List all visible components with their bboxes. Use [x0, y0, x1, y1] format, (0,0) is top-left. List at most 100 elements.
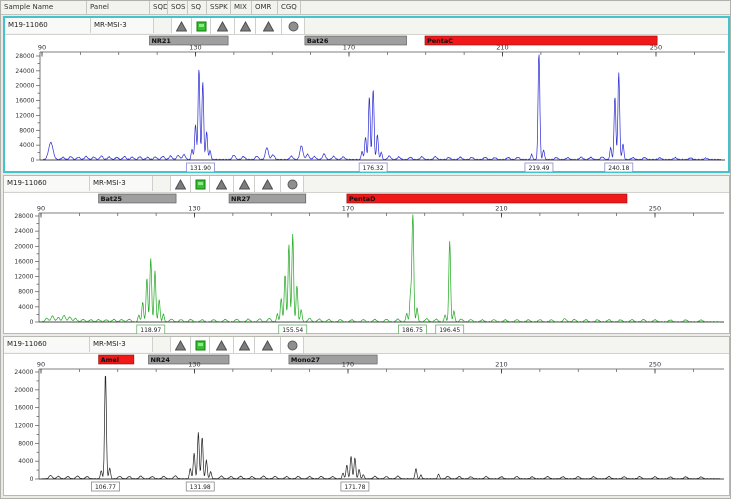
flag-cell-warning-triangle[interactable] — [234, 176, 255, 192]
flag-cell-warning-triangle[interactable] — [256, 18, 282, 34]
x-tick-label: 130 — [188, 361, 200, 369]
electropherogram-plot-1[interactable]: NR21 Bat26 PentaC 90 130 170 210 250 4000 8000 120… — [5, 35, 728, 172]
x-tick-label: 210 — [495, 205, 507, 213]
peak-size-value: 155.54 — [282, 327, 303, 334]
marker-NR21[interactable]: NR21 — [149, 35, 229, 46]
y-tick-label: 12000 — [15, 112, 34, 119]
sample-row-2[interactable]: M19-11060 MR-MSI-3 — [4, 176, 729, 193]
peak-label-118.97[interactable]: 118.97 — [136, 324, 166, 334]
sample-panel-2[interactable]: M19-11060 MR-MSI-3 Bat25 NR27 PentaD 90 130 1… — [3, 175, 730, 334]
marker-Amel[interactable]: Amel — [98, 354, 135, 365]
pass-square-icon — [196, 21, 206, 31]
marker-label: NR27 — [231, 195, 251, 203]
y-tick-label: 16000 — [14, 405, 33, 412]
marker-Mono27[interactable]: Mono27 — [288, 354, 378, 365]
peak-label-131.90[interactable]: 131.90 — [186, 162, 215, 172]
flag-cell-warning-triangle[interactable] — [171, 337, 191, 353]
marker-Bat26[interactable]: Bat26 — [304, 35, 407, 46]
sample-name-cell[interactable]: M19-11060 — [4, 337, 90, 352]
x-tick-label: 170 — [342, 361, 354, 369]
flag-cell-warning-triangle[interactable] — [210, 337, 234, 353]
flag-cell-pass-square[interactable] — [192, 18, 211, 34]
panel-name-cell[interactable]: MR-MSI-3 — [91, 18, 154, 33]
x-tick-label: 250 — [649, 361, 661, 369]
flag-cell-warning-triangle[interactable] — [255, 337, 281, 353]
peak-size-value: 240.18 — [608, 165, 629, 172]
peak-label-176.32[interactable]: 176.32 — [358, 162, 388, 172]
warning-triangle-icon — [263, 20, 274, 31]
x-tick-label: 90 — [37, 361, 45, 369]
warning-triangle-icon — [175, 178, 186, 189]
warning-triangle-icon — [217, 20, 228, 31]
sample-row-1[interactable]: M19-11060 MR-MSI-3 — [5, 18, 728, 35]
electropherogram-plot-2[interactable]: Bat25 NR27 PentaD 90 130 170 210 250 4000 8000 120… — [4, 193, 729, 334]
x-tick-label: 250 — [649, 205, 661, 213]
warning-triangle-icon — [238, 339, 250, 350]
column-header-sos: SOS — [168, 1, 188, 14]
sqd-flag-cell[interactable] — [153, 176, 171, 191]
marker-NR27[interactable]: NR27 — [228, 193, 307, 204]
x-tick-label: 250 — [650, 44, 662, 52]
trace-line — [42, 375, 720, 480]
peak-label-171.78[interactable]: 171.78 — [340, 481, 370, 492]
marker-Bat25[interactable]: Bat25 — [98, 193, 177, 204]
dot-circle-icon — [287, 179, 297, 189]
sample-row-3[interactable]: M19-11060 MR-MSI-3 — [4, 337, 729, 354]
peak-label-219.49[interactable]: 219.49 — [524, 162, 554, 172]
flag-cell-dot-circle[interactable] — [281, 337, 304, 353]
panel-name-cell[interactable]: MR-MSI-3 — [90, 337, 153, 352]
x-tick-label: 90 — [38, 44, 46, 52]
sample-name-cell[interactable]: M19-11060 — [5, 18, 91, 33]
panel-name-cell[interactable]: MR-MSI-3 — [90, 176, 153, 191]
x-tick-label: 170 — [342, 205, 354, 213]
peak-size-value: 219.49 — [528, 165, 549, 172]
y-zero-label: 0 — [30, 476, 34, 483]
x-tick-label: 170 — [343, 44, 355, 52]
dot-circle-icon — [287, 340, 297, 350]
warning-triangle-icon — [216, 178, 227, 189]
peak-label-186.75[interactable]: 186.75 — [398, 324, 427, 334]
flag-cell-warning-triangle[interactable] — [234, 337, 255, 353]
flag-cell-pass-square[interactable] — [191, 176, 210, 192]
column-header-cgq: CGQ — [278, 1, 301, 14]
warning-triangle-icon — [175, 339, 186, 350]
peak-label-155.54[interactable]: 155.54 — [278, 324, 308, 334]
marker-PentaC[interactable]: PentaC — [424, 35, 658, 46]
sample-panel-1[interactable]: M19-11060 MR-MSI-3 NR21 Bat26 PentaC 90 130 1… — [3, 16, 730, 173]
peak-label-131.98[interactable]: 131.98 — [185, 481, 215, 492]
marker-NR24[interactable]: NR24 — [148, 354, 230, 365]
y-tick-label: 12000 — [14, 423, 33, 430]
flag-cell-pass-square[interactable] — [191, 337, 210, 353]
sqd-flag-cell[interactable] — [154, 18, 172, 33]
peak-label-106.77[interactable]: 106.77 — [91, 481, 120, 492]
peak-label-196.45[interactable]: 196.45 — [435, 324, 465, 334]
warning-triangle-icon — [239, 20, 251, 31]
x-tick-label: 210 — [496, 44, 508, 52]
column-header-sq: SQ — [188, 1, 207, 14]
flag-cell-warning-triangle[interactable] — [235, 18, 256, 34]
x-tick-label: 90 — [37, 205, 45, 213]
y-tick-label: 12000 — [14, 274, 33, 281]
sqd-flag-cell[interactable] — [153, 337, 171, 352]
flag-cell-warning-triangle[interactable] — [210, 176, 234, 192]
peak-label-240.18[interactable]: 240.18 — [604, 162, 634, 172]
sample-panel-3[interactable]: M19-11060 MR-MSI-3 Amel NR24 Mono27 90 130 17… — [3, 336, 730, 496]
electropherogram-plot-3[interactable]: Amel NR24 Mono27 90 130 170 210 250 4000 8000 1200… — [4, 354, 729, 496]
sample-name-cell[interactable]: M19-11060 — [4, 176, 90, 191]
flag-cell-warning-triangle[interactable] — [171, 176, 191, 192]
y-zero-label: 0 — [30, 319, 34, 326]
y-tick-label: 28000 — [14, 213, 33, 220]
marker-label: NR21 — [151, 37, 171, 45]
y-tick-label: 24000 — [15, 68, 34, 75]
y-tick-label: 4000 — [18, 458, 33, 465]
y-tick-label: 4000 — [18, 304, 33, 311]
marker-PentaD[interactable]: PentaD — [346, 193, 628, 204]
peak-size-value: 186.75 — [402, 327, 423, 334]
flag-cell-dot-circle[interactable] — [282, 18, 305, 34]
flag-cell-dot-circle[interactable] — [281, 176, 304, 192]
flag-cell-warning-triangle[interactable] — [211, 18, 235, 34]
marker-label: PentaD — [349, 195, 376, 203]
flag-cell-warning-triangle[interactable] — [255, 176, 281, 192]
flag-cell-warning-triangle[interactable] — [172, 18, 192, 34]
marker-label: Mono27 — [291, 356, 320, 364]
